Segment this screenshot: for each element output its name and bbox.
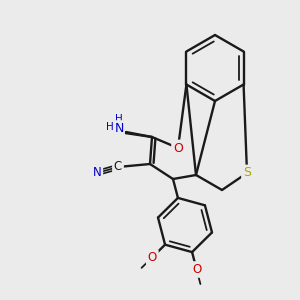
Text: N: N bbox=[114, 122, 124, 134]
Text: H: H bbox=[115, 114, 123, 124]
Text: C: C bbox=[114, 160, 122, 173]
Text: H: H bbox=[106, 122, 114, 132]
Text: O: O bbox=[148, 251, 157, 264]
Text: S: S bbox=[243, 167, 251, 179]
Text: O: O bbox=[173, 142, 183, 154]
Text: O: O bbox=[192, 263, 201, 276]
Text: N: N bbox=[93, 167, 101, 179]
